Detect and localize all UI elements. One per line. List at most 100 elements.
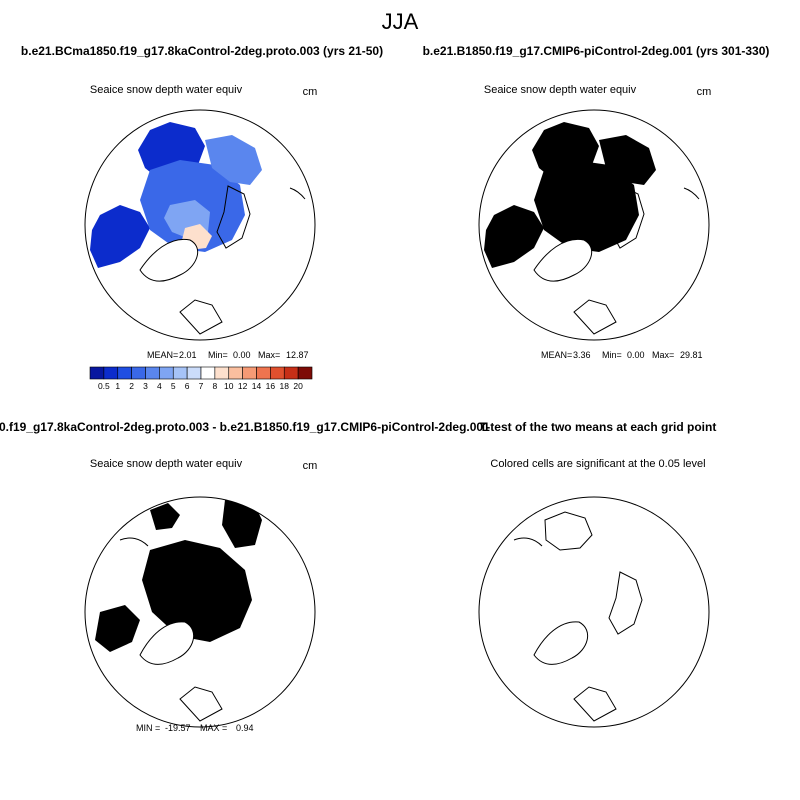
colorbar-tick-label: 20: [293, 381, 303, 391]
colorbar-swatch: [117, 366, 132, 380]
stats-line: MIN = -19.57 MAX = 0.94: [136, 723, 254, 733]
map-area: [484, 122, 700, 335]
alaska-coastline: [573, 686, 617, 722]
eurasia-coastline: [216, 185, 251, 249]
colorbar-swatch: [145, 366, 160, 380]
stat-min-label: Min=: [208, 350, 228, 360]
colorbar-swatch: [283, 366, 299, 380]
colorbar-tick-label: 5: [171, 381, 176, 391]
stat-min-value: 0.00: [233, 350, 251, 360]
stat-min-value: -19.57: [165, 723, 191, 733]
colorbar-tick-label: 1: [115, 381, 120, 391]
panel-ttest: T-test of the two means at each grid poi…: [478, 420, 717, 728]
eurasia-coastline: [608, 571, 643, 635]
colorbar-swatch: [228, 366, 243, 380]
colorbar-swatch: [172, 366, 188, 380]
colorbar: 0.5 1 2 3 4 5 6 7 8 10 12 14 16 18 20: [89, 366, 313, 391]
panel-title: T-test of the two means at each grid poi…: [480, 420, 717, 434]
region-near-greenland: [172, 575, 228, 632]
figure-title: JJA: [382, 9, 419, 34]
island-coastline: [289, 187, 306, 200]
colorbar-swatch: [186, 366, 202, 380]
stat-max-value: 29.81: [680, 350, 703, 360]
panel-units: cm: [303, 86, 318, 98]
colorbar-tick-label: 0.5: [98, 381, 110, 391]
island-coastline: [119, 537, 149, 547]
stat-max-label: Max=: [258, 350, 280, 360]
map-boundary: [84, 496, 316, 728]
colorbar-swatch: [297, 366, 313, 380]
colorbar-tick-label: 4: [157, 381, 162, 391]
stat-min-value: 0.00: [627, 350, 645, 360]
colorbar-tick-label: 14: [252, 381, 262, 391]
map-area: [513, 511, 643, 722]
panel-left-label: Seaice snow depth water equiv: [90, 84, 243, 96]
greenland-coastline: [139, 238, 199, 282]
island-coastline: [513, 537, 543, 547]
panel-right-label: Colored cells are significant at the 0.0…: [490, 458, 705, 470]
stats-line: MEAN= 2.01 Min= 0.00 Max= 12.87: [147, 350, 309, 360]
panel-difference: b.e21.BCma1850.f19_g17.8kaControl-2deg.p…: [0, 420, 490, 733]
panel-title: b.e21.B1850.f19_g17.CMIP6-piControl-2deg…: [423, 44, 770, 58]
map-boundary: [478, 109, 710, 341]
alaska-coastline: [179, 686, 223, 722]
colorbar-swatch: [270, 366, 285, 380]
colorbar-tick-label: 2: [129, 381, 134, 391]
stat-max-label: MAX =: [200, 723, 227, 733]
eurasia-coastline: [610, 185, 645, 249]
colorbar-swatch: [256, 366, 271, 380]
colorbar-swatch: [131, 366, 146, 380]
colorbar-tick-label: 10: [224, 381, 234, 391]
panel-control-8ka: b.e21.BCma1850.f19_g17.8kaControl-2deg.p…: [21, 44, 383, 391]
colorbar-tick-label: 16: [266, 381, 276, 391]
panel-left-label: Seaice snow depth water equiv: [90, 458, 243, 470]
panel-units: cm: [303, 460, 318, 472]
region-barents: [150, 503, 180, 530]
stat-mean-label: MEAN=: [147, 350, 178, 360]
colorbar-swatch: [103, 366, 119, 380]
eurasia-coastline: [214, 571, 249, 635]
map-boundary: [478, 496, 710, 728]
stats-line: MEAN= 3.36 Min= 0.00 Max= 29.81: [541, 350, 703, 360]
colorbar-swatch: [159, 366, 174, 380]
map-area: [90, 122, 306, 335]
colorbar-tick-label: 18: [280, 381, 290, 391]
island-coastline: [683, 187, 700, 200]
colorbar-swatch: [214, 366, 230, 380]
panel-control-cmip6: b.e21.B1850.f19_g17.CMIP6-piControl-2deg…: [423, 44, 770, 360]
greenland-coastline: [533, 238, 593, 282]
panel-units: cm: [697, 86, 712, 98]
region-beaufort: [222, 497, 262, 548]
stat-min-label: Min=: [602, 350, 622, 360]
stat-mean-value: 2.01: [179, 350, 197, 360]
region-laptev-kara: [95, 605, 140, 652]
region-laptev-kara: [90, 205, 150, 268]
colorbar-tick-label: 12: [238, 381, 248, 391]
region-laptev-kara: [484, 205, 544, 268]
region-beaufort: [205, 135, 262, 185]
panel-title: b.e21.BCma1850.f19_g17.8kaControl-2deg.p…: [0, 420, 490, 434]
stat-max-value: 0.94: [236, 723, 254, 733]
colorbar-swatch: [242, 366, 257, 380]
colorbar-tick-label: 3: [143, 381, 148, 391]
panel-title: b.e21.BCma1850.f19_g17.8kaControl-2deg.p…: [21, 44, 383, 58]
alaska-coastline: [573, 299, 617, 335]
colorbar-tick-label: 8: [213, 381, 218, 391]
canadian-archipelago-coastline: [544, 511, 593, 551]
stat-max-label: Max=: [652, 350, 674, 360]
greenland-coastline: [533, 621, 589, 665]
greenland-coastline: [139, 621, 195, 665]
stat-max-value: 12.87: [286, 350, 309, 360]
panel-left-label: Seaice snow depth water equiv: [484, 84, 637, 96]
region-beaufort: [599, 135, 656, 185]
stat-mean-label: MEAN=: [541, 350, 572, 360]
stat-mean-value: 3.36: [573, 350, 591, 360]
alaska-coastline: [179, 299, 223, 335]
colorbar-tick-label: 7: [199, 381, 204, 391]
colorbar-tick-label: 6: [185, 381, 190, 391]
map-boundary: [84, 109, 316, 341]
colorbar-swatch: [200, 366, 216, 380]
stat-min-label: MIN =: [136, 723, 160, 733]
map-area: [95, 497, 262, 722]
